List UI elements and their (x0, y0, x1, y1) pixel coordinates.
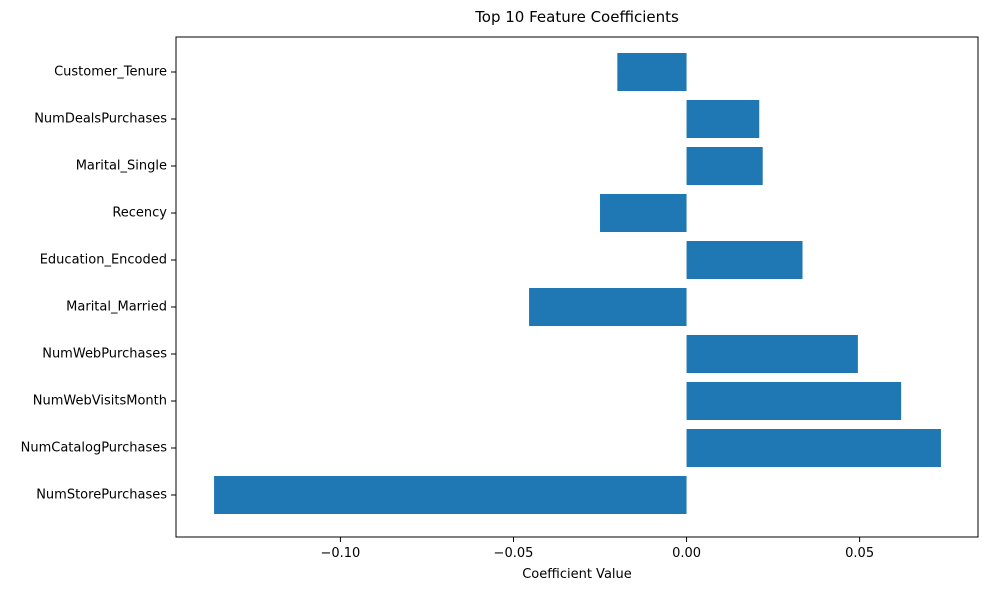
y-tick-label: Marital_Single (76, 159, 167, 174)
bar-customer-tenure (617, 53, 687, 91)
chart-title: Top 10 Feature Coefficients (474, 8, 679, 26)
bar-numwebpurchases (686, 335, 858, 373)
y-tick-label: Customer_Tenure (54, 65, 167, 80)
bar-recency (600, 194, 687, 232)
y-tick-label: NumWebPurchases (42, 347, 167, 362)
x-axis-label: Coefficient Value (522, 567, 632, 582)
y-tick-label: Marital_Married (66, 300, 167, 315)
bar-numcatalogpurchases (686, 429, 941, 467)
plot-frame (175, 36, 979, 538)
x-tick-label: 0.05 (845, 546, 874, 561)
bar-numdealspurchases (686, 100, 760, 138)
bar-education-encoded (686, 241, 803, 279)
x-tick-label: 0.00 (672, 546, 701, 561)
bar-marital-single (686, 147, 763, 185)
y-tick-label: Education_Encoded (40, 253, 167, 268)
bars-layer (214, 53, 941, 514)
y-tick-label: NumWebVisitsMonth (33, 394, 167, 409)
y-tick-label: NumStorePurchases (36, 488, 167, 503)
x-tick-label: −0.05 (494, 546, 534, 561)
y-tick-label: Recency (112, 206, 167, 221)
ticks-layer: NumStorePurchases NumCatalogPurchases NumW… (21, 65, 874, 562)
y-tick-label: NumDealsPurchases (34, 112, 167, 127)
bar-numwebvisitsmonth (686, 382, 902, 420)
x-tick-label: −0.10 (320, 546, 360, 561)
bar-numstorepurchases (214, 476, 687, 514)
bar-marital-married (529, 288, 687, 326)
y-tick-label: NumCatalogPurchases (21, 441, 168, 456)
